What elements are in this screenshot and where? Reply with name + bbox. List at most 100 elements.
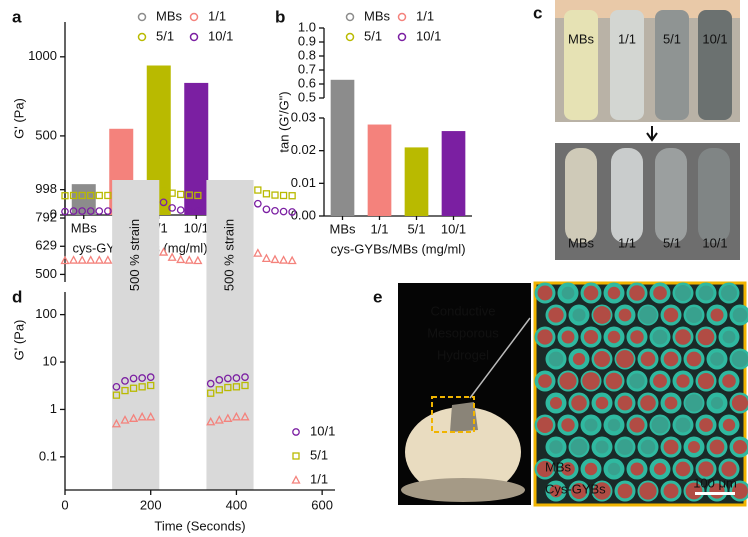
data-point <box>104 207 112 215</box>
microsphere-core <box>710 352 724 366</box>
data-point <box>112 391 121 399</box>
microsphere-core <box>617 483 633 499</box>
legend-marker <box>397 12 407 22</box>
microsphere-core <box>652 329 668 345</box>
data-point <box>129 384 138 392</box>
data-point <box>146 411 156 421</box>
vial-label: 10/1 <box>702 235 727 250</box>
microsphere-core <box>663 307 679 323</box>
microsphere-core <box>630 462 644 476</box>
x-tick-label: 1/1 <box>370 221 388 236</box>
data-point <box>120 415 130 424</box>
microsphere-core <box>629 373 645 389</box>
microsphere-core <box>676 374 690 388</box>
data-point <box>185 191 193 199</box>
data-point <box>77 255 87 264</box>
microsphere-core <box>582 372 600 390</box>
microsphere-core <box>722 418 736 432</box>
shade-label: 500 % strain <box>127 219 142 291</box>
microsphere-core <box>537 329 553 345</box>
data-point <box>112 382 121 391</box>
microsphere-core <box>664 396 678 410</box>
data-point <box>194 207 202 215</box>
stain-label: Cys-GYBs <box>545 481 606 496</box>
data-point <box>95 191 103 200</box>
microsphere-core <box>640 351 656 367</box>
microsphere-core <box>698 285 714 301</box>
data-point <box>146 373 155 381</box>
data-point <box>167 252 177 261</box>
microsphere-core <box>607 286 621 300</box>
microsphere-core <box>593 482 611 500</box>
microsphere-core <box>595 396 609 410</box>
microspheres <box>534 282 748 502</box>
microsphere-core <box>731 394 748 412</box>
microsphere-core <box>675 417 691 433</box>
x-tick-label: 200 <box>140 497 162 512</box>
microsphere-core <box>593 306 611 324</box>
x-tick-label: 0 <box>61 497 68 512</box>
legend-label: 1/1 <box>416 8 434 23</box>
microsphere-core <box>571 483 587 499</box>
scale-bar-label: 100 μm <box>693 475 737 490</box>
microsphere-core <box>617 439 633 455</box>
microsphere-core <box>572 352 586 366</box>
microsphere-core <box>675 285 691 301</box>
data-point <box>270 254 280 264</box>
bar <box>71 184 96 215</box>
data-point <box>61 207 69 216</box>
data-point <box>206 416 216 426</box>
y-tick-label: 500 <box>35 266 57 281</box>
microsphere-core <box>595 440 609 454</box>
microsphere-core <box>572 308 586 322</box>
data-point <box>288 192 296 200</box>
x-axis-label: Time (Seconds) <box>154 518 245 533</box>
data-point <box>279 207 288 216</box>
shaded-region <box>206 180 254 490</box>
data-point <box>279 191 288 200</box>
legend-label: 1/1 <box>310 471 328 486</box>
microsphere-core <box>607 330 621 344</box>
microsphere-core <box>605 372 623 390</box>
microsphere-core <box>561 462 575 476</box>
microsphere-core <box>710 308 724 322</box>
data-point <box>147 381 155 390</box>
legend-label: MBs <box>364 8 391 23</box>
microsphere-core <box>698 461 714 477</box>
vial-photo-top <box>555 0 740 122</box>
microsphere-core <box>607 462 621 476</box>
microsphere-core <box>675 329 691 345</box>
stain-label: MBs <box>545 459 572 474</box>
microsphere-core <box>607 418 621 432</box>
y-tick-label: 0.5 <box>298 89 316 104</box>
shaded-region <box>112 180 160 490</box>
legend-label: 5/1 <box>156 28 174 43</box>
y-axis-label: G' (Pa) <box>11 98 26 139</box>
y-tick-label: 0.03 <box>291 109 316 124</box>
y-tick-label: 0.02 <box>291 142 316 157</box>
y-tick-label: 100 <box>35 306 57 321</box>
arrow <box>646 126 658 142</box>
legend-marker <box>292 452 300 460</box>
vial-label: 10/1 <box>702 31 727 46</box>
legend-label: 5/1 <box>310 447 328 462</box>
microsphere-core <box>629 285 645 301</box>
y-tick-label: 0.6 <box>298 75 316 90</box>
x-tick-label: MBs <box>330 221 357 236</box>
data-point <box>271 191 279 199</box>
data-point <box>262 205 271 214</box>
photo-caption: Hydrogel <box>437 347 489 362</box>
data-point <box>176 206 185 214</box>
vial-label: 5/1 <box>663 235 681 250</box>
microsphere-core <box>653 462 667 476</box>
data-point <box>86 207 95 215</box>
vial-label: MBs <box>568 235 595 250</box>
data-point <box>232 374 241 382</box>
legend-marker <box>291 475 301 484</box>
data-point <box>137 411 147 421</box>
data-point <box>240 411 250 421</box>
legend-marker <box>292 428 300 436</box>
data-point <box>176 254 186 264</box>
microsphere-core <box>651 416 669 434</box>
legend-marker <box>345 12 355 22</box>
